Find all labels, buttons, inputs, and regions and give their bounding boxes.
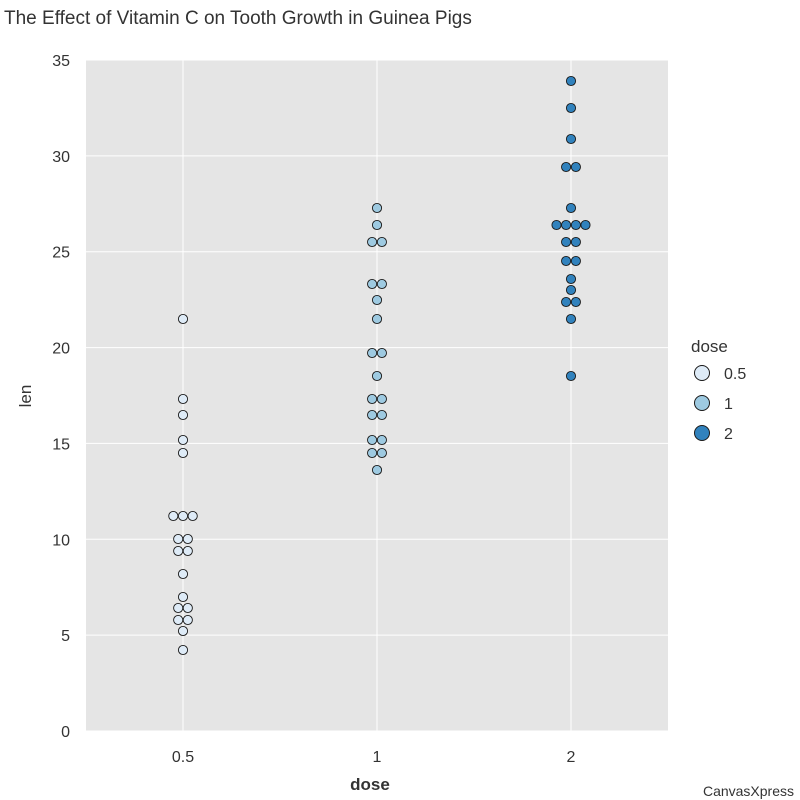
data-point (565, 133, 577, 145)
data-point (177, 447, 189, 459)
data-point (182, 533, 193, 545)
x-tick-label: 1 (373, 749, 382, 766)
legend-title: dose (691, 337, 728, 356)
y-tick-label: 10 (52, 532, 70, 549)
data-point (376, 447, 387, 459)
data-point (182, 602, 193, 614)
legend-swatch (694, 425, 710, 441)
data-point (565, 273, 577, 285)
data-point (367, 434, 378, 446)
data-point (177, 434, 189, 446)
legend-label: 2 (724, 426, 733, 443)
data-point (565, 313, 577, 325)
data-point (371, 313, 383, 325)
data-point (367, 409, 378, 421)
data-point (376, 347, 387, 359)
data-point (177, 510, 189, 522)
legend: dose 0.5 1 2 (691, 337, 746, 443)
y-axis-ticks: 0 5 10 15 20 25 30 35 (52, 53, 70, 741)
data-point (367, 236, 378, 248)
legend-swatch (694, 395, 710, 411)
data-point (570, 296, 581, 308)
x-tick-label: 0.5 (172, 749, 194, 766)
data-point (376, 409, 387, 421)
data-point (570, 236, 581, 248)
data-point (367, 447, 378, 459)
data-point (177, 393, 189, 405)
legend-label: 0.5 (724, 366, 746, 383)
data-point (551, 219, 562, 231)
x-axis-ticks: 0.5 1 2 (172, 749, 576, 766)
data-point (371, 370, 383, 382)
data-point (177, 625, 189, 637)
y-tick-label: 5 (61, 628, 70, 645)
data-point (367, 347, 378, 359)
data-point (561, 219, 572, 231)
y-axis-label: len (16, 385, 35, 408)
data-point (173, 533, 184, 545)
data-point (570, 255, 581, 267)
data-point (371, 294, 383, 306)
data-point (173, 602, 184, 614)
data-point (561, 236, 572, 248)
data-point (177, 313, 189, 325)
data-point (182, 545, 193, 557)
legend-swatch (694, 365, 710, 381)
data-point (570, 219, 581, 231)
data-point (177, 409, 189, 421)
y-tick-label: 25 (52, 245, 70, 262)
y-tick-label: 30 (52, 149, 70, 166)
y-tick-label: 15 (52, 436, 70, 453)
watermark: CanvasXpress (703, 783, 794, 799)
data-point (565, 370, 577, 382)
data-point (376, 393, 387, 405)
data-point (565, 202, 577, 214)
data-point (173, 614, 184, 626)
y-tick-label: 0 (61, 724, 70, 741)
data-point (565, 284, 577, 296)
data-point (367, 278, 378, 290)
legend-label: 1 (724, 396, 733, 413)
data-point (177, 644, 189, 656)
data-point (371, 202, 383, 214)
data-point (580, 219, 591, 231)
data-point (187, 510, 198, 522)
data-point (565, 75, 577, 87)
data-point (376, 434, 387, 446)
data-point (561, 161, 572, 173)
data-point (561, 255, 572, 267)
data-point (376, 278, 387, 290)
y-tick-label: 20 (52, 341, 70, 358)
data-point (173, 545, 184, 557)
data-point (561, 296, 572, 308)
data-point (168, 510, 179, 522)
data-point (371, 464, 383, 476)
y-tick-label: 35 (52, 53, 70, 70)
data-points (168, 75, 591, 656)
data-point (177, 591, 189, 603)
chart-title: The Effect of Vitamin C on Tooth Growth … (4, 8, 472, 29)
data-point (182, 614, 193, 626)
data-point (570, 161, 581, 173)
data-point (376, 236, 387, 248)
x-axis-label: dose (350, 775, 390, 794)
data-point (565, 102, 577, 114)
data-point (367, 393, 378, 405)
x-tick-label: 2 (567, 749, 576, 766)
data-point (371, 219, 383, 231)
data-point (177, 568, 189, 580)
